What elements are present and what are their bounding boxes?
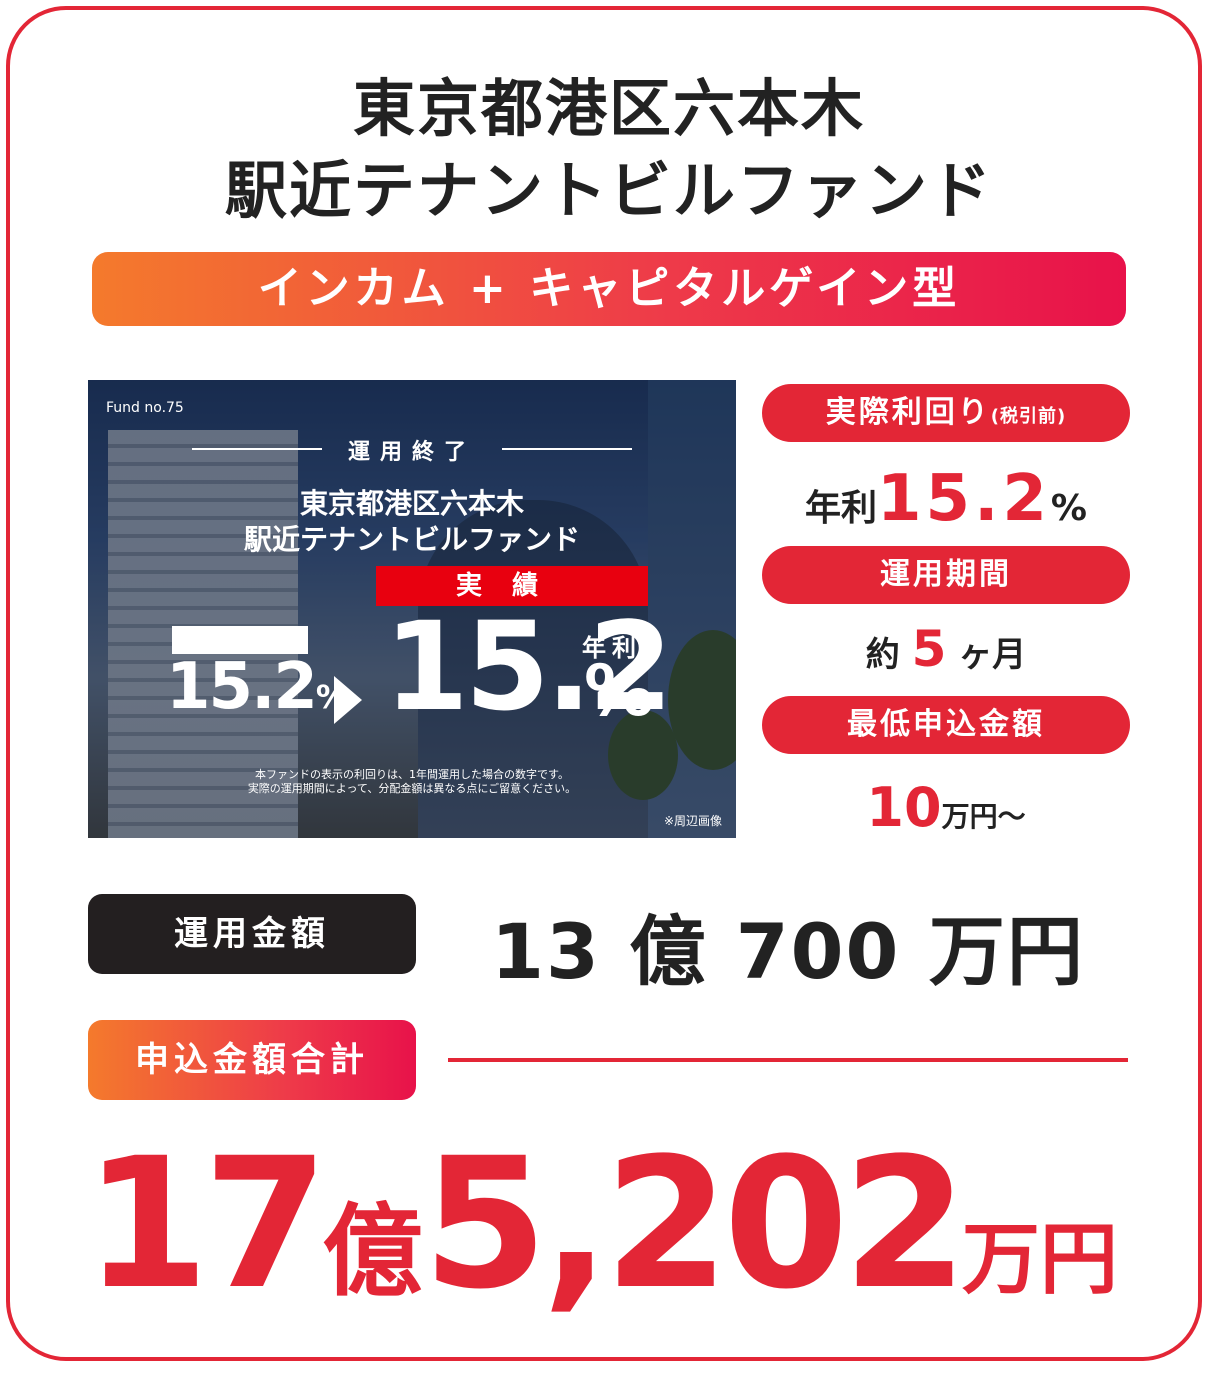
total-applied-value: 17億5,202万円: [84, 1120, 1144, 1329]
fund-type-banner: インカム + キャピタルゲイン型: [92, 252, 1126, 326]
expected-value: 15.2%: [166, 650, 348, 724]
fund-photo: Fund no.75 運用終了 東京都港区六本木 駅近テナントビルファンド 実績…: [88, 380, 736, 838]
min-amount-unit: 万円〜: [941, 800, 1026, 833]
photo-fund-name-line1: 東京都港区六本木: [299, 487, 524, 520]
actual-unit: %: [584, 650, 655, 732]
building-shape: [418, 500, 648, 838]
total-part2: 5,202: [422, 1120, 968, 1329]
fund-number: Fund no.75: [106, 400, 184, 416]
yield-value: 年利15.2%: [762, 462, 1130, 536]
period-label-pill: 運用期間: [762, 546, 1130, 604]
min-amount-value: 10万円〜: [762, 776, 1130, 839]
divider: [192, 448, 322, 450]
yield-label-small: (税引前): [990, 406, 1067, 427]
fund-amount-label: 運用金額: [88, 894, 416, 974]
result-label: 実績: [376, 566, 648, 606]
actual-value: 15.2: [384, 596, 673, 738]
fund-amount-value: 13 億 700 万円: [491, 907, 1085, 996]
yield-label-pill: 実際利回り(税引前): [762, 384, 1130, 442]
expected-label: 想定: [172, 626, 308, 654]
fund-title-line2: 駅近テナントビルファンド: [224, 154, 993, 227]
arrow-right-icon: [334, 676, 362, 724]
period-value: 約 5 ヶ月: [762, 620, 1130, 678]
photo-caption: ※周辺画像: [663, 814, 722, 828]
period-unit: ヶ月: [958, 635, 1027, 675]
photo-shade: [88, 380, 736, 838]
yield-number: 15.2: [877, 462, 1051, 536]
period-prefix: 約: [865, 635, 900, 675]
divider: [502, 448, 632, 450]
yield-prefix: 年利: [805, 488, 878, 529]
min-amount-number: 10: [866, 776, 942, 839]
divider: [448, 1058, 1128, 1062]
actual-prefix: 年利: [582, 634, 642, 662]
expected-number: 15.2: [166, 650, 318, 724]
total-unit1: 億: [322, 1193, 423, 1310]
photo-fund-name-line2: 駅近テナントビルファンド: [243, 523, 580, 556]
photo-note-line2: 実際の運用期間によって、分配金額は異なる点にご留意ください。: [247, 782, 577, 795]
fund-title-line1: 東京都港区六本木: [352, 72, 865, 145]
total-applied-label: 申込金額合計: [88, 1020, 416, 1100]
total-part1: 17: [84, 1120, 328, 1329]
min-amount-label-pill: 最低申込金額: [762, 696, 1130, 754]
fund-status: 運用終了: [347, 440, 476, 465]
period-number: 5: [911, 620, 947, 678]
photo-note-line1: 本ファンドの表示の利回りは、1年間運用した場合の数字です。: [255, 768, 569, 781]
total-unit2: 万円: [961, 1215, 1118, 1305]
yield-unit: %: [1050, 488, 1087, 529]
tree-shape: [608, 710, 678, 800]
yield-label: 実際利回り: [825, 395, 991, 430]
tree-shape: [668, 630, 736, 770]
